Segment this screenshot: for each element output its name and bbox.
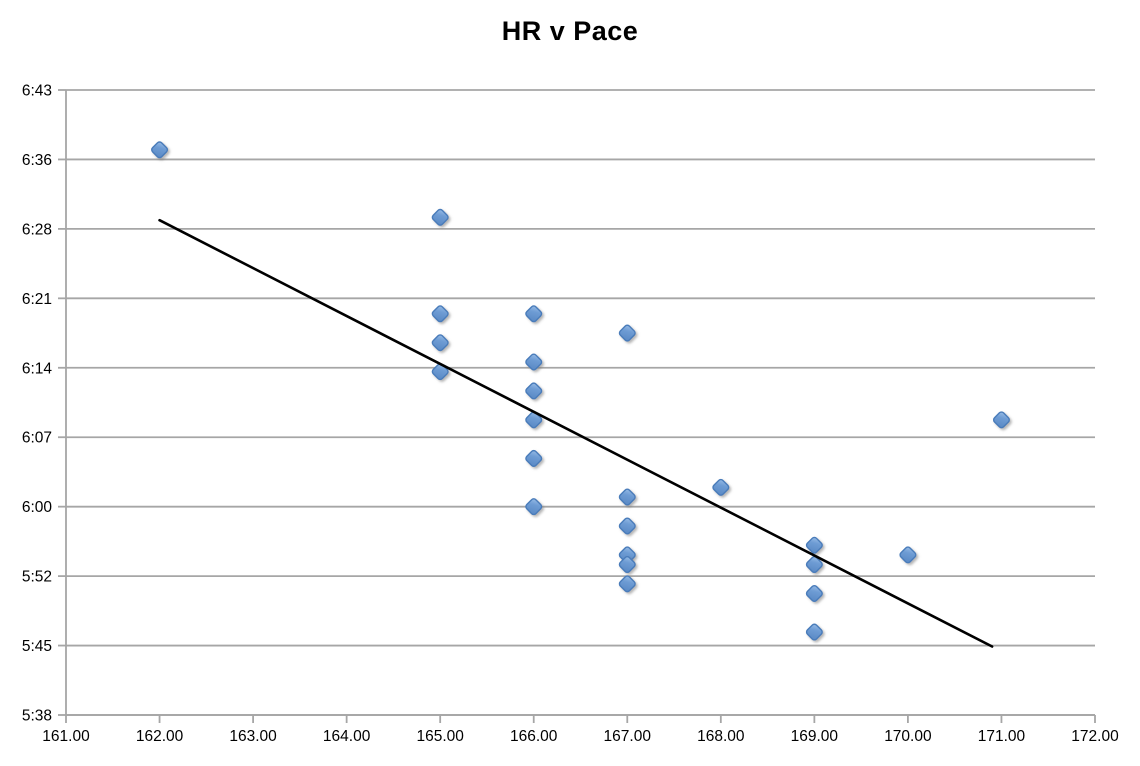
x-tick-label: 165.00 [416,728,464,745]
diamond-marker [618,324,636,342]
data-point[interactable] [805,536,823,554]
y-tick-label: 6:00 [22,499,53,516]
data-point[interactable] [525,353,543,371]
data-point[interactable] [431,305,449,323]
x-tick-label: 169.00 [791,728,839,745]
trendline-segment[interactable] [158,218,994,648]
y-tick-label: 5:52 [22,569,52,586]
y-tick-label: 6:14 [22,360,53,377]
diamond-marker [805,584,823,602]
diamond-marker [525,411,543,429]
data-point[interactable] [899,546,917,564]
data-point[interactable] [525,382,543,400]
data-point[interactable] [431,334,449,352]
x-tick-label: 162.00 [136,728,184,745]
diamond-marker [899,546,917,564]
diamond-marker [618,517,636,535]
data-point[interactable] [805,555,823,574]
chart-title: HR v Pace [501,16,639,46]
diamond-marker [525,305,543,323]
y-tick-label: 5:45 [22,638,52,655]
y-tick-label: 6:21 [22,291,52,308]
diamond-marker [525,498,543,516]
data-point[interactable] [618,517,636,535]
diamond-marker [431,208,449,226]
x-tick-label: 163.00 [229,728,277,745]
x-tick-label: 171.00 [978,728,1026,745]
y-tick-label: 6:36 [22,152,52,169]
axis-labels: 5:38 5:45 5:52 6:00 6:07 6:14 6:21 6:28 6:36 6:43… [22,83,1119,746]
data-points-series [150,141,1010,641]
data-point[interactable] [618,555,636,574]
data-point[interactable] [150,141,169,159]
diamond-marker [618,575,636,593]
data-point[interactable] [618,575,636,593]
x-tick-label: 161.00 [42,728,90,745]
data-point[interactable] [525,449,543,467]
data-point[interactable] [805,584,823,602]
x-tick-label: 164.00 [323,728,371,745]
diamond-marker [618,556,636,574]
x-tick-label: 166.00 [510,728,558,745]
x-tick-label: 172.00 [1071,728,1119,745]
y-tick-label: 6:28 [22,221,52,238]
axes [58,89,1096,723]
diamond-marker [525,382,543,400]
data-point[interactable] [992,411,1010,429]
diamond-marker [431,334,449,352]
trendline [158,218,994,648]
x-tick-label: 168.00 [697,728,745,745]
x-tick-label: 167.00 [604,728,652,745]
data-point[interactable] [431,208,449,226]
data-point[interactable] [525,305,543,323]
diamond-marker [805,536,823,554]
diamond-marker [618,488,636,506]
diamond-marker [525,353,543,371]
diamond-marker [525,449,543,467]
data-point[interactable] [525,411,543,429]
y-tick-label: 6:07 [22,430,52,447]
data-point[interactable] [618,324,636,342]
x-tick-label: 170.00 [884,728,932,745]
diamond-marker [805,623,823,641]
data-point[interactable] [618,488,636,506]
data-point[interactable] [525,498,543,516]
y-tick-label: 6:43 [22,83,52,100]
diamond-marker [151,141,169,159]
y-tick-label: 5:38 [22,708,52,725]
data-point[interactable] [712,478,730,496]
gridlines [66,89,1095,716]
diamond-marker [712,478,730,496]
diamond-marker [805,556,823,574]
data-point[interactable] [805,623,823,641]
diamond-marker [992,411,1010,429]
diamond-marker [431,305,449,323]
